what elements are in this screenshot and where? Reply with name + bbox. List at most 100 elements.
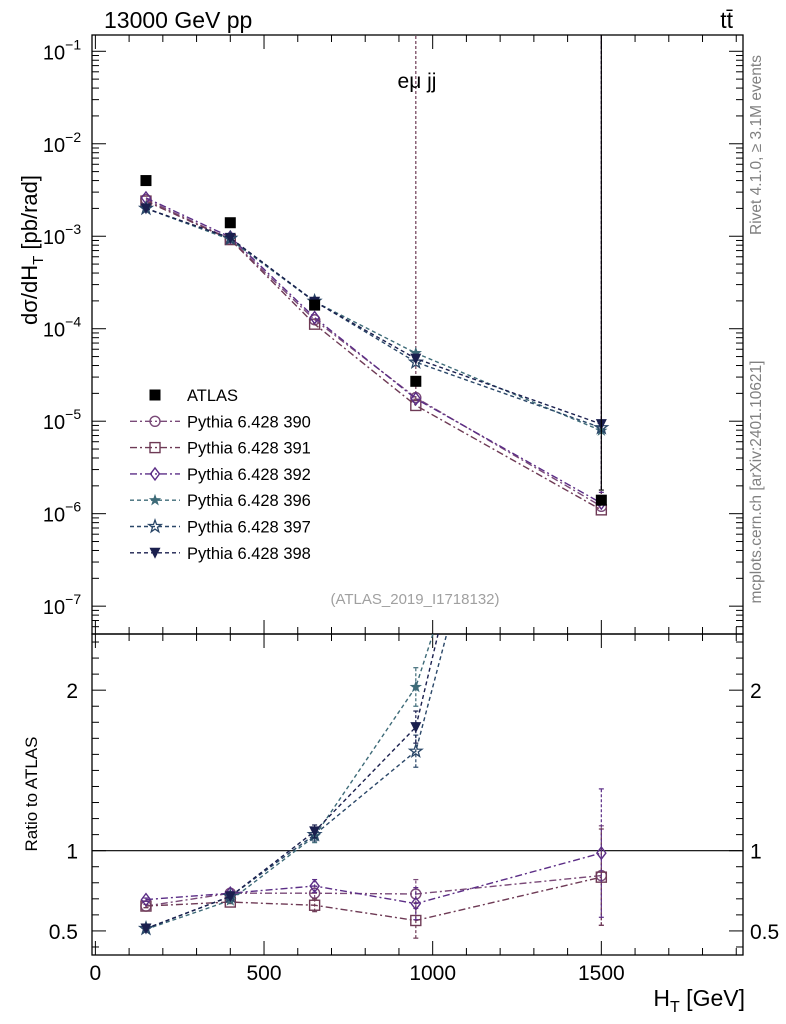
main-y-axis-label-unit: [pb/rad] bbox=[17, 175, 42, 256]
main-data-point bbox=[309, 299, 321, 311]
main-series-line bbox=[145, 207, 602, 432]
main-data-point bbox=[595, 494, 607, 506]
ratio-series-line bbox=[145, 634, 434, 930]
legend-entry: Pythia 6.428 392 bbox=[130, 466, 311, 484]
ratio-series-line bbox=[145, 876, 602, 922]
legend-label: Pythia 6.428 391 bbox=[187, 440, 311, 458]
main-series-line bbox=[145, 198, 602, 507]
ratio-data-point bbox=[410, 914, 422, 927]
main-y-tick-label: 10−1 bbox=[43, 36, 81, 64]
main-series-2 bbox=[140, 35, 607, 511]
main-series-line bbox=[145, 207, 602, 425]
main-data-point bbox=[410, 375, 422, 387]
legend: ATLAS Pythia 6.428 390 Pythia 6.428 391 Pyt… bbox=[130, 387, 311, 563]
legend-entry: Pythia 6.428 390 bbox=[130, 413, 311, 431]
ratio-y-tick-label-left: 1 bbox=[66, 841, 78, 864]
legend-label: ATLAS bbox=[187, 387, 238, 405]
legend-entry: ATLAS bbox=[149, 387, 238, 405]
legend-entry: Pythia 6.428 391 bbox=[130, 440, 311, 458]
main-y-tick-label: 10−5 bbox=[43, 406, 81, 434]
x-tick-label: 1000 bbox=[409, 962, 456, 985]
legend-label: Pythia 6.428 392 bbox=[187, 466, 311, 484]
main-data-point bbox=[308, 318, 321, 330]
legend-label: Pythia 6.428 390 bbox=[187, 413, 311, 431]
ratio-data-point bbox=[309, 878, 320, 894]
main-data-point bbox=[140, 203, 152, 215]
main-data-point bbox=[224, 232, 236, 244]
ratio-y-tick-label-left: 0.5 bbox=[49, 921, 78, 944]
legend-marker bbox=[149, 547, 161, 559]
analysis-watermark: (ATLAS_2019_I1718132) bbox=[330, 591, 499, 608]
tick-labels: 10−7 10−6 10−5 10−4 10−3 10−2 10−1 0 500 1000 1500… bbox=[43, 36, 779, 985]
ratio-y-tick-label-right: 0.5 bbox=[750, 921, 779, 944]
ratio-series-1 bbox=[140, 828, 608, 939]
ratio-series-2 bbox=[140, 788, 607, 921]
x-axis-label: HT [GeV] bbox=[653, 985, 745, 1016]
ratio-data-point bbox=[309, 826, 321, 838]
main-series bbox=[137, 35, 610, 516]
process-label: tt̄ bbox=[720, 7, 733, 33]
ratio-series-line bbox=[145, 874, 602, 907]
main-series-line bbox=[145, 200, 602, 511]
ratio-data-point bbox=[224, 891, 236, 903]
ratio-series-line bbox=[145, 634, 439, 930]
main-data-point bbox=[410, 399, 422, 412]
collision-energy-label: 13000 GeV pp bbox=[104, 7, 252, 33]
legend-label: Pythia 6.428 396 bbox=[187, 492, 311, 510]
legend-entry: Pythia 6.428 397 bbox=[130, 517, 311, 537]
legend-marker bbox=[149, 389, 161, 401]
ratio-y-axis-label: Ratio to ATLAS bbox=[22, 737, 41, 852]
legend-label: Pythia 6.428 398 bbox=[187, 545, 311, 563]
rivet-version-label: Rivet 4.1.0, ≥ 3.1M events bbox=[748, 55, 765, 235]
ratio-data-point bbox=[308, 899, 321, 911]
ratio-data-point bbox=[410, 896, 422, 911]
main-y-tick-label: 10−7 bbox=[43, 591, 81, 619]
main-y-tick-label: 10−6 bbox=[43, 499, 81, 527]
channel-annotation: eμ jj bbox=[398, 70, 437, 93]
ratio-series-line bbox=[145, 634, 448, 930]
main-data-point bbox=[309, 310, 320, 325]
ratio-data-point bbox=[140, 923, 152, 935]
legend-marker bbox=[149, 441, 161, 454]
main-series-0 bbox=[140, 35, 608, 513]
ratio-y-tick-label-right: 1 bbox=[750, 841, 762, 864]
legend-marker bbox=[149, 415, 161, 427]
axis-ticks bbox=[92, 35, 743, 955]
mcplots-reference-label: mcplots.cern.ch [arXiv:2401.10621] bbox=[748, 361, 765, 604]
legend-entry: Pythia 6.428 398 bbox=[130, 545, 311, 563]
ratio-data-point bbox=[308, 887, 321, 899]
ratio-y-tick-label-left: 2 bbox=[66, 680, 78, 703]
main-data-point bbox=[410, 391, 422, 406]
x-tick-label: 500 bbox=[247, 962, 282, 985]
ratio-series bbox=[92, 634, 743, 939]
main-y-tick-label: 10−3 bbox=[43, 221, 81, 249]
legend-entry: Pythia 6.428 396 bbox=[130, 492, 311, 510]
ratio-series-0 bbox=[140, 825, 608, 926]
ratio-data-point bbox=[410, 722, 422, 734]
main-data-point bbox=[140, 175, 152, 187]
main-y-axis-label-subscript: T bbox=[30, 256, 47, 265]
main-series-6 bbox=[140, 35, 607, 506]
legend-marker bbox=[149, 466, 161, 482]
main-y-tick-label: 10−2 bbox=[43, 129, 81, 157]
ratio-y-tick-label-right: 2 bbox=[750, 680, 762, 703]
main-data-point bbox=[409, 346, 422, 359]
x-tick-label: 1500 bbox=[578, 962, 625, 985]
main-data-point bbox=[224, 217, 236, 229]
ratio-series-5 bbox=[140, 634, 439, 935]
main-data-point bbox=[410, 353, 422, 365]
ratio-plot-frame bbox=[91, 633, 744, 956]
ratio-data-point bbox=[409, 680, 422, 693]
main-series-line bbox=[145, 197, 602, 504]
legend-marker bbox=[146, 517, 164, 534]
x-tick-label: 0 bbox=[90, 962, 102, 985]
x-axis-label-unit: [GeV] bbox=[680, 985, 745, 1011]
legend-marker bbox=[148, 493, 162, 506]
main-y-tick-label: 10−4 bbox=[43, 314, 81, 342]
legend-label: Pythia 6.428 397 bbox=[187, 519, 311, 537]
ratio-data-point bbox=[595, 845, 607, 861]
main-series-1 bbox=[140, 35, 608, 516]
ratio-series-line bbox=[145, 852, 602, 905]
x-axis-label-subscript: T bbox=[670, 999, 680, 1016]
ratio-data-point bbox=[407, 742, 424, 758]
